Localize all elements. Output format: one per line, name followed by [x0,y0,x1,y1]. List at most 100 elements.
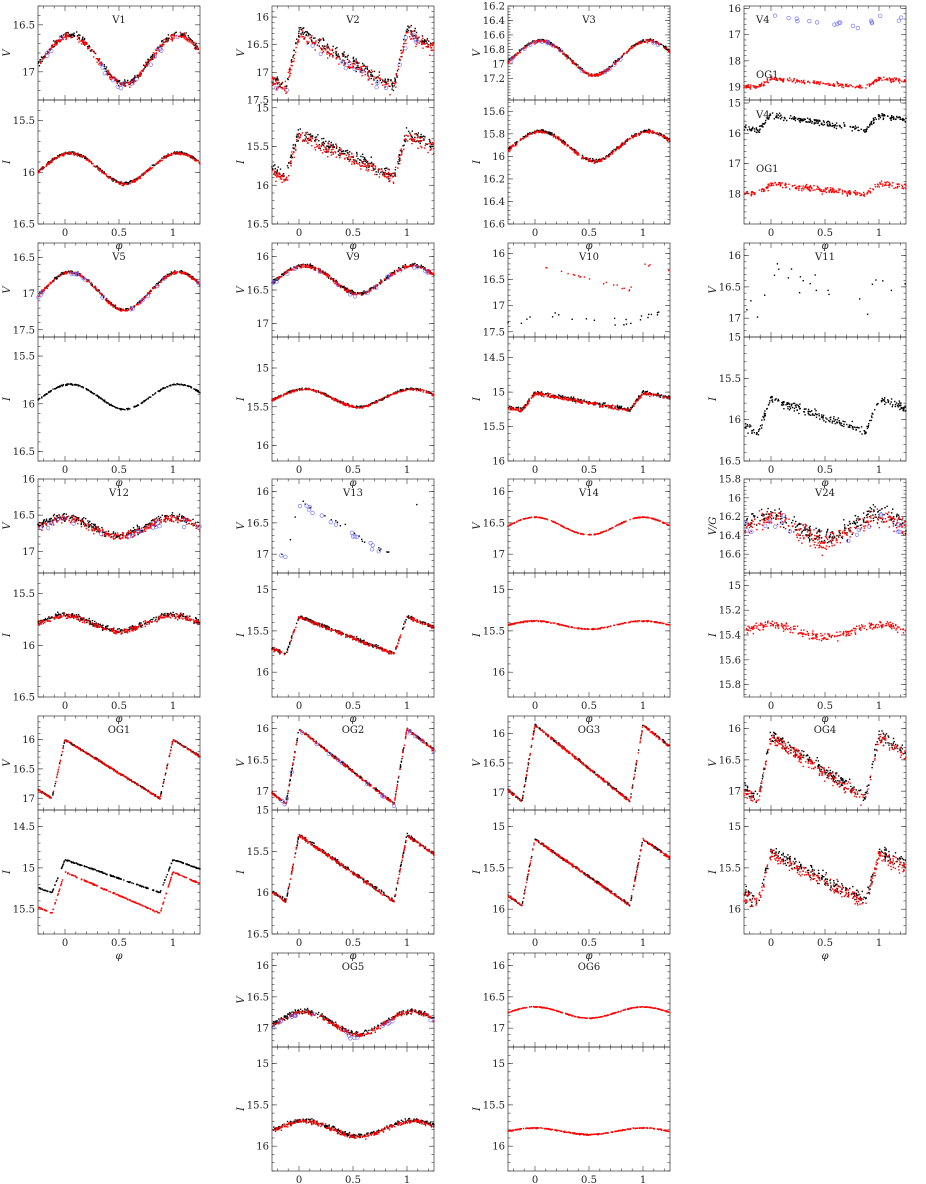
data-point-V4-2-red [856,191,858,193]
data-point-V3-red [573,152,576,154]
data-point-V2-red [347,157,349,159]
data-point-V4-2-red [819,81,822,83]
data-point-V4-2-red [901,187,903,189]
data-point-V3-red [554,46,556,49]
data-point-V2-black [409,132,411,134]
data-point-V3-red [510,59,512,61]
data-point-V2-red [276,174,278,177]
data-point-V3-red [574,150,577,152]
data-point-V4-black [902,119,904,121]
data-point-V1-red [37,172,40,174]
data-point-V4-2-red [804,185,807,187]
data-point-V2-red [383,80,385,83]
data-point-V1-black [149,56,152,59]
data-point-V1-red [188,155,191,157]
data-point-V4-black [776,113,778,115]
data-point-V4-2-red [885,184,887,187]
data-point-V1-red [88,47,90,50]
data-point-V4-2-red [779,77,781,80]
data-point-V1-red [140,73,142,75]
data-point-V2-black [401,55,403,58]
data-point-V4-2-red [816,188,818,190]
data-point-V4-black [870,121,873,123]
data-point-V4-2-red [817,81,819,83]
data-point-V1-red [157,161,159,163]
data-point-V1-black [154,164,156,166]
data-point-V2-red [426,42,429,44]
data-point-V2-red [287,179,289,181]
data-point-V3-red [666,139,668,141]
data-point-V3-red [593,159,596,161]
data-point-V1-red [177,36,180,38]
data-point-V4-2-red [746,191,748,193]
data-point-V1-black [194,157,196,160]
data-point-V3-red [596,75,599,77]
data-point-V2-red [321,144,323,146]
data-point-V2-red [272,84,274,86]
data-point-V1-red [196,48,199,50]
data-point-V4-2-red [849,192,851,194]
data-point-V2-black [381,168,383,170]
data-point-V2-red [289,67,291,69]
data-point-V2-black [398,62,400,64]
data-point-V4-2-red [822,82,824,84]
data-point-V2-black [429,141,431,144]
data-point-V3-red [539,129,541,132]
data-point-V1-blue [134,77,139,82]
data-point-V1-black [118,80,120,82]
data-point-V4-2-red [829,189,832,191]
data-point-V3-black [610,151,612,153]
data-point-V2-red [301,36,303,38]
data-point-V2-red [415,45,417,48]
data-point-V1-red [195,48,197,50]
data-point-V2-black [276,78,278,80]
data-point-V2-black [321,138,323,140]
data-point-V2-black [307,133,309,136]
data-point-V1-red [139,175,141,178]
data-point-V1-red [116,82,118,84]
data-point-V4-2-red [806,187,808,189]
data-point-V3-red [631,136,634,139]
data-point-V1-red [157,162,159,164]
data-point-V2-red [276,173,278,175]
data-point-V1-red [107,175,109,178]
data-point-V2-black [276,83,279,85]
data-point-V3-red [632,137,634,139]
data-point-V4-black [831,122,834,125]
data-point-V4-2-red [770,182,772,184]
data-point-V5-black [178,271,180,273]
data-point-V1-black [193,44,195,46]
data-point-V2-red [406,32,408,34]
data-point-V2-red [407,140,409,142]
data-point-V2-red [307,35,309,37]
data-point-V2-black [354,160,356,162]
data-point-V2-black [347,54,349,57]
data-point-V1-red [100,63,102,65]
data-point-V3-black [613,148,615,151]
data-point-V2-red [416,38,418,40]
data-point-V4-2-red [896,187,899,189]
data-point-V1-red [159,44,161,46]
data-point-V1-black [191,155,193,157]
data-point-V2-black [415,31,418,34]
data-point-V2-red [307,138,309,140]
data-point-V3-black [543,130,546,133]
data-point-V2-black [426,46,428,48]
data-point-V4-2-red [814,189,816,191]
data-point-V2-black [370,156,372,158]
data-point-V2-red [352,63,354,65]
y-tick-label: 17 [492,59,505,70]
data-point-V4-black [862,129,865,131]
data-point-V4-2-red [879,182,881,184]
data-point-V1-black [181,34,183,36]
data-point-V2-red [400,56,402,58]
data-point-V2-red [299,136,301,138]
data-point-V1-red [134,181,136,183]
data-point-V1-black [127,183,129,185]
data-point-V4-2-red [846,195,848,197]
data-point-V2-black [352,159,355,161]
data-point-V2-red [425,46,427,48]
data-point-V4-black [768,116,770,118]
data-point-V1-red [85,158,88,160]
data-point-V1-black [134,75,136,77]
